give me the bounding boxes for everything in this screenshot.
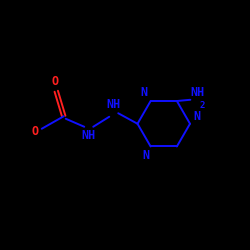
Text: NH: NH <box>190 86 204 99</box>
Text: 2: 2 <box>199 101 204 110</box>
Text: NH: NH <box>106 98 121 111</box>
Text: N: N <box>140 86 147 99</box>
Text: O: O <box>52 75 59 88</box>
Text: O: O <box>32 125 39 138</box>
Text: N: N <box>194 110 201 122</box>
Text: NH: NH <box>82 129 96 142</box>
Text: N: N <box>142 150 150 162</box>
